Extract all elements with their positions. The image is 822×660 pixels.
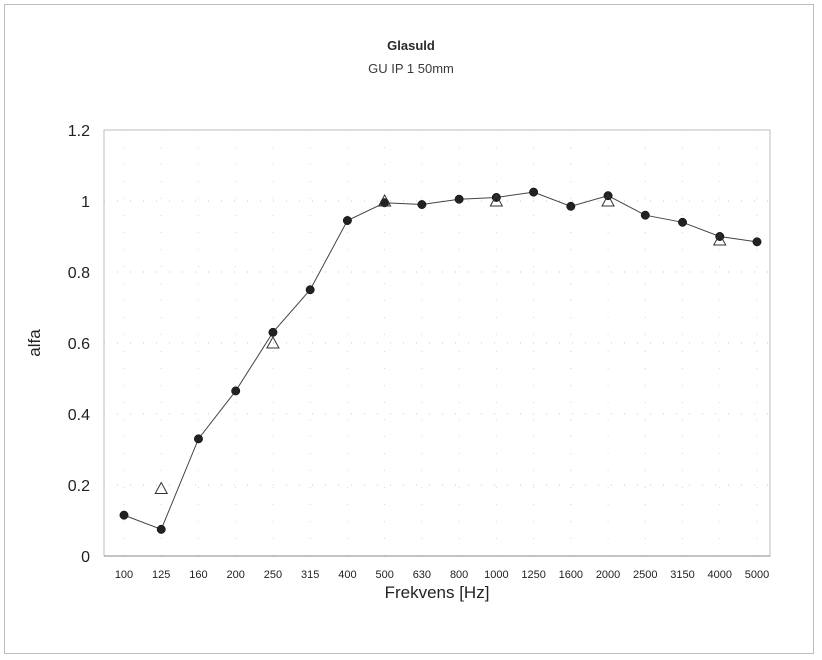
x-tick-label: 200	[227, 569, 245, 581]
series-0-point	[231, 386, 241, 396]
series-1-point	[266, 335, 280, 349]
series-1-point	[377, 193, 392, 207]
grid	[104, 130, 770, 556]
chart-frame	[4, 4, 814, 654]
series-0-point	[640, 210, 650, 220]
series-1-point	[601, 193, 615, 207]
x-tick-label: 5000	[745, 569, 769, 581]
y-tick-label: 1	[81, 194, 90, 211]
x-axis-title: Frekvens [Hz]	[385, 583, 490, 602]
y-tick-label: 0	[81, 549, 90, 566]
series-0-point	[119, 510, 129, 520]
x-tick-label: 2000	[596, 569, 620, 581]
series-0-point	[156, 524, 166, 534]
y-tick-label: 0.4	[68, 407, 90, 424]
y-tick-label: 0.2	[68, 478, 90, 495]
tick-labels: 0 0.2 0.4 0.6 0.8 1 1.2 100 125 160 200 250 315 400 50…	[68, 123, 769, 581]
x-tick-label: 1250	[521, 569, 545, 581]
x-tick-label: 1600	[559, 569, 583, 581]
x-tick-label: 4000	[708, 569, 732, 581]
series-1-point	[154, 481, 169, 495]
x-tick-label: 125	[152, 569, 170, 581]
x-tick-label: 100	[115, 569, 133, 581]
series-0-point	[268, 327, 278, 337]
y-tick-label: 0.6	[68, 336, 90, 353]
series-0-point	[342, 216, 352, 225]
series-0-point	[417, 200, 427, 210]
x-tick-label: 3150	[670, 569, 694, 581]
chart-title: Glasuld	[387, 38, 435, 53]
plot-area	[103, 129, 771, 557]
x-tick-label: 630	[413, 569, 431, 581]
y-axis-title: alfa	[25, 329, 44, 357]
chart-subtitle: GU IP 1 50mm	[368, 61, 454, 76]
series-0-point	[752, 237, 762, 247]
x-tick-label: 500	[375, 569, 393, 581]
series-1-point	[489, 193, 504, 207]
series-0-point	[305, 285, 315, 295]
y-tick-label: 0.8	[68, 265, 90, 282]
series-layer	[119, 187, 762, 534]
series-1-point	[712, 233, 727, 246]
x-tick-label: 2500	[633, 569, 657, 581]
x-tick-label: 1000	[484, 569, 508, 581]
series-0-point	[529, 187, 539, 197]
series-0-point	[566, 201, 576, 211]
y-tick-label: 1.2	[68, 123, 90, 140]
x-tick-label: 800	[450, 569, 468, 581]
series-0-point	[194, 434, 203, 444]
x-tick-label: 160	[189, 569, 207, 581]
series-0-line	[123, 191, 758, 531]
x-tick-label: 400	[338, 569, 356, 581]
series-0-point	[454, 194, 464, 204]
x-tick-label: 315	[301, 569, 319, 581]
x-tick-label: 250	[264, 569, 282, 581]
series-0-point	[678, 217, 687, 227]
